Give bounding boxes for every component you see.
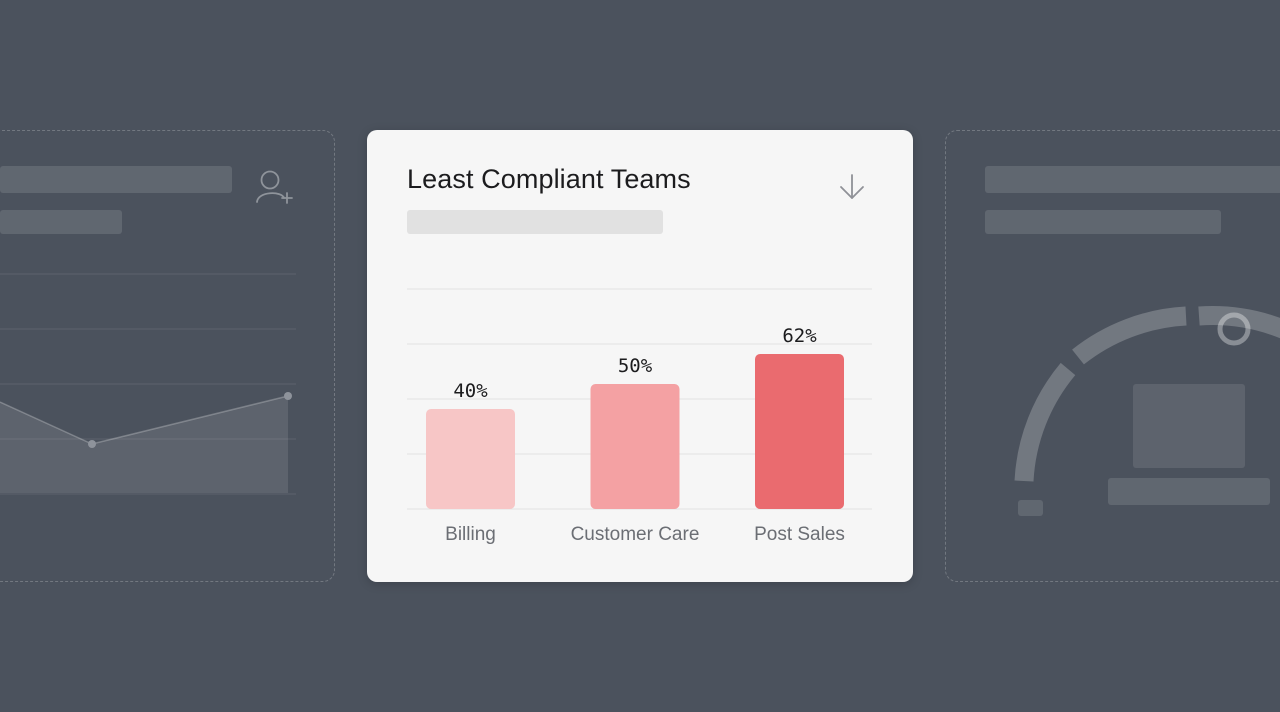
bar-billing[interactable] bbox=[426, 409, 515, 509]
placeholder-line bbox=[985, 210, 1221, 234]
category-label: Billing bbox=[445, 524, 496, 545]
bar-customer-care[interactable] bbox=[590, 384, 680, 509]
card-title: Least Compliant Teams bbox=[407, 164, 691, 194]
download-button[interactable] bbox=[835, 170, 869, 204]
compliance-chart-card: Least Compliant Teams 40% Billing 50% Custo… bbox=[367, 130, 913, 582]
category-label: Post Sales bbox=[754, 524, 845, 545]
placeholder-line bbox=[0, 210, 122, 234]
background-card-left bbox=[0, 130, 335, 582]
background-line-chart bbox=[0, 273, 296, 495]
placeholder-line bbox=[985, 166, 1280, 193]
chart-labels: 40% Billing 50% Customer Care 62% Post Sales bbox=[445, 325, 845, 545]
bar-value-label: 62% bbox=[782, 325, 817, 347]
background-card-right bbox=[945, 130, 1280, 582]
user-plus-icon bbox=[256, 170, 293, 204]
category-label: Customer Care bbox=[571, 524, 700, 545]
arrow-down-icon bbox=[840, 174, 864, 199]
bars bbox=[426, 354, 844, 509]
placeholder-line bbox=[0, 166, 232, 193]
subtitle-placeholder bbox=[407, 210, 663, 234]
bar-value-label: 50% bbox=[618, 355, 653, 377]
bar-chart: 40% Billing 50% Customer Care 62% Post Sales bbox=[407, 288, 872, 545]
bar-value-label: 40% bbox=[453, 380, 488, 402]
bar-post-sales[interactable] bbox=[755, 354, 844, 509]
